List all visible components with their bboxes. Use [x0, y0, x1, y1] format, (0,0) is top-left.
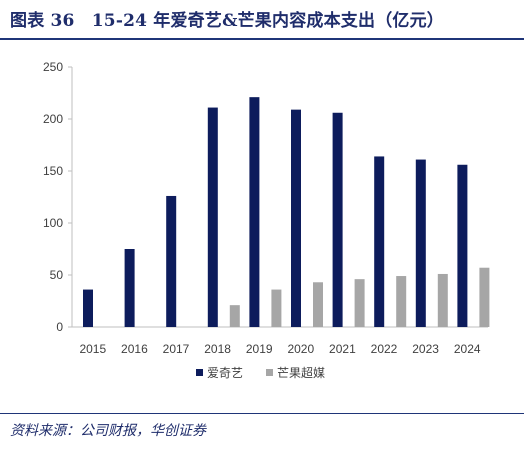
x-tick-label: 2022	[371, 342, 398, 356]
source-note: 资料来源：公司财报，华创证券	[10, 423, 206, 439]
y-tick-label: 0	[56, 320, 63, 334]
bar-iqiyi-2016	[124, 249, 135, 327]
source-divider	[0, 413, 524, 414]
bar-iqiyi-2015	[83, 289, 93, 327]
bar-iqiyi-2023	[415, 159, 426, 327]
bar-iqiyi-2018	[207, 107, 218, 327]
bar-mango-2018	[229, 305, 240, 327]
bar-iqiyi-2017	[166, 195, 177, 327]
legend-swatch	[266, 369, 273, 376]
y-tick-label: 150	[43, 164, 63, 178]
bars	[83, 97, 490, 327]
y-axis: 0 50 100 150 200 250	[43, 60, 73, 334]
y-tick-label: 250	[43, 60, 63, 74]
bar-iqiyi-2024	[457, 164, 468, 327]
bar-mango-2021	[354, 279, 365, 327]
bar-mango-2024	[479, 267, 490, 327]
legend-swatch	[196, 369, 203, 376]
y-tick-label: 200	[43, 112, 63, 126]
x-tick-label: 2020	[287, 342, 314, 356]
bar-iqiyi-2022	[374, 156, 385, 327]
legend-label: 爱奇艺	[207, 366, 243, 380]
bar-mango-2022	[396, 276, 407, 327]
y-tick-label: 50	[50, 268, 64, 282]
x-tick-label: 2015	[79, 342, 106, 356]
x-tick-label: 2024	[454, 342, 481, 356]
bar-mango-2019	[271, 289, 282, 327]
x-tick-label: 2023	[412, 342, 439, 356]
title-divider	[0, 38, 524, 40]
legend-item-mango: 芒果超媒	[266, 365, 325, 380]
bar-iqiyi-2020	[291, 109, 301, 327]
y-tick-label: 100	[43, 216, 63, 230]
x-tick-label: 2016	[121, 342, 148, 356]
x-tick-label: 2017	[163, 342, 190, 356]
figure-title: 图表 36 15-24 年爱奇艺&芒果内容成本支出（亿元）	[10, 11, 445, 31]
legend-item-iqiyi: 爱奇艺	[196, 366, 243, 380]
x-tick-label: 2018	[204, 342, 231, 356]
x-tick-label: 2021	[329, 342, 356, 356]
x-axis: 2015 2016 2017 2018 2019 2020 2021 2022 2023 2024	[72, 326, 488, 356]
bar-iqiyi-2021	[332, 112, 343, 327]
bar-iqiyi-2019	[249, 97, 260, 327]
legend-label: 芒果超媒	[277, 365, 325, 380]
bar-mango-2020	[313, 282, 323, 327]
x-tick-label: 2019	[246, 342, 273, 356]
legend: 爱奇艺 芒果超媒	[196, 365, 325, 380]
bar-mango-2023	[437, 273, 448, 327]
